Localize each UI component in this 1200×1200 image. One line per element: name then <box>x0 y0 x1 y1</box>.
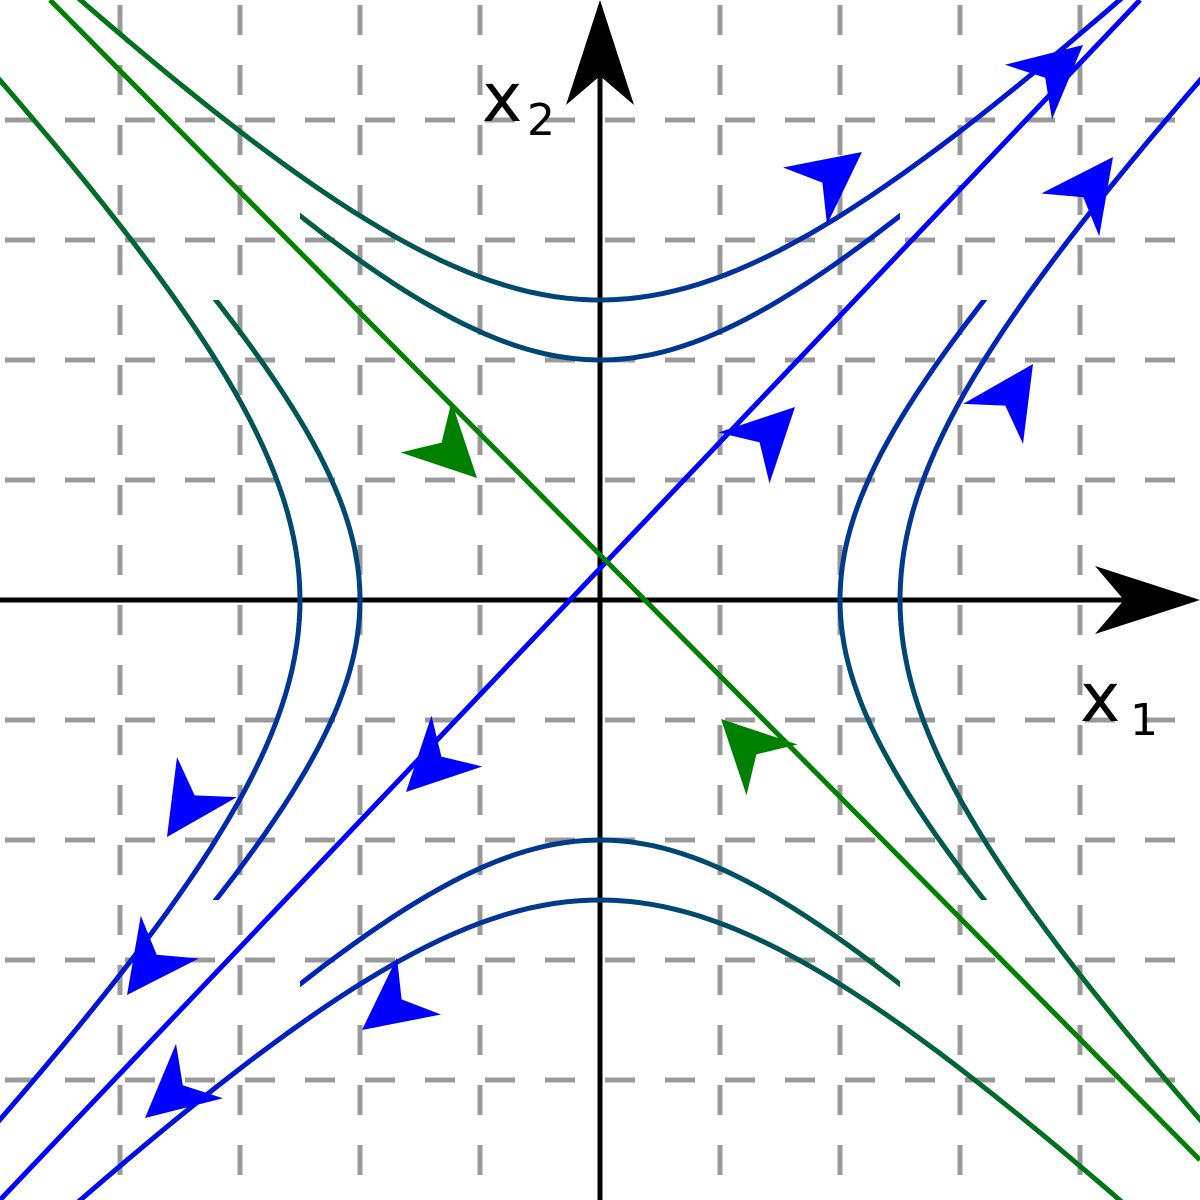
stable-arrow-upper <box>401 402 477 478</box>
x1-axis-label-subscript: 1 <box>1130 695 1158 746</box>
stable-manifold-line <box>50 0 1200 1160</box>
trajectory-arrow-left-outer <box>127 916 199 995</box>
arrows <box>127 45 1113 1118</box>
trajectory-arrow-top-outer <box>1005 45 1083 119</box>
x2-axis-label: x 2 <box>482 59 555 146</box>
x2-axis-label-main: x <box>482 59 522 138</box>
x1-axis-label: x 1 <box>1080 659 1158 746</box>
trajectory-arrow-top-inner <box>783 152 862 225</box>
x2-axis-label-subscript: 2 <box>527 95 555 146</box>
trajectory-arrow-right-outer <box>1041 157 1113 236</box>
x1-axis-label-main: x <box>1080 659 1120 738</box>
stable-arrow-lower <box>721 719 797 795</box>
unstable-arrow-lower <box>406 716 482 792</box>
trajectory-arrow-bottom-inner <box>362 958 441 1031</box>
unstable-arrow-upper <box>719 407 795 483</box>
